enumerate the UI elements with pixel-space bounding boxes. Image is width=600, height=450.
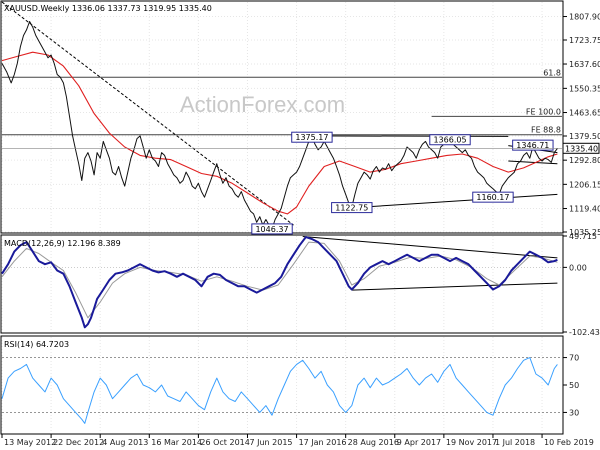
x-tick-label: 16 Mar 2014 [151,438,202,447]
macd-trend-line [302,235,558,259]
x-tick-label: 7 Jun 2015 [249,438,292,447]
price-label: 1046.37 [255,225,288,234]
macd-panel-frame [0,234,564,334]
price-trend-line [1,1,294,226]
macd-y-tick-label: 0.00 [569,263,587,272]
level-label: 61.8 [543,68,561,77]
price-panel-title: XAUUSD.Weekly 1336.06 1337.73 1319.95 13… [4,4,212,13]
price-y-tick-label: 1550.35 [569,84,600,93]
rsi-line [1,357,558,424]
price-trend-line [508,160,558,165]
last-price-label: 1335.40 [565,144,598,153]
x-tick-label: 17 Jan 2016 [299,438,347,447]
price-plot: 1375.17 1366.05 1346.71 1122.75 1160.17 1046.… [1,1,600,235]
price-y-tick-label: 1119.40 [569,205,600,214]
rsi-y-tick-label: 30 [569,408,579,417]
last-price-box [562,142,600,154]
macd-panel-title: MACD(12,26,9) 12.196 8.389 [4,239,121,248]
x-tick-label: 1 Jul 2018 [495,438,535,447]
price-y-tick-label: 1379.50 [569,132,600,141]
x-tick-label: 22 Dec 2012 [53,438,104,447]
macd-trend-line [351,282,558,291]
x-tick-label: 9 Apr 2017 [397,438,441,447]
macd-plot [1,235,562,329]
sma-series-line [1,51,558,215]
x-tick-label: 26 Oct 2014 [200,438,249,447]
price-y-tick-label: 1035.25 [569,228,600,237]
rsi-y-tick-label: 70 [569,354,579,363]
level-label: FE 88.8 [531,126,561,135]
macd-y-tick-label: -102.436 [569,328,600,337]
x-tick-label: 19 Nov 2017 [446,438,497,447]
rsi-plot [1,357,562,424]
price-label-box [512,139,554,151]
rsi-panel-title: RSI(14) 64.7203 [4,340,69,349]
x-tick-label: 28 Aug 2016 [348,438,399,447]
macd-line [1,236,558,329]
price-label: 1366.05 [433,136,466,145]
x-tick-label: 4 Aug 2013 [102,438,148,447]
level-label: FE 100.0 [526,107,561,116]
x-tick-label: 10 Feb 2019 [544,438,594,447]
price-label-box [331,202,373,214]
macd-y-tick-label: 49.715 [569,232,597,241]
price-label: 1375.17 [295,133,328,142]
price-y-tick-label: 1206.15 [569,180,600,189]
rsi-y-tick-label: 50 [569,381,579,390]
price-label-box [291,131,333,143]
price-y-tick-label: 1637.60 [569,60,600,69]
price-label: 1346.71 [516,141,549,150]
price-y-tick-label: 1292.80 [569,156,600,165]
price-trend-line [351,193,558,209]
price-series-line [1,21,558,230]
watermark: ActionForex.com [180,92,345,117]
price-label: 1160.17 [476,193,509,202]
price-trend-line [308,135,509,137]
price-label: 1122.75 [335,204,368,213]
macd-signal-line [1,241,558,319]
price-label-box [251,223,293,235]
price-label-box [429,134,471,146]
price-y-tick-label: 1807.90 [569,13,600,22]
price-label-box [472,191,514,203]
x-tick-label: 13 May 2012 [4,438,56,447]
price-y-tick-label: 1723.75 [569,36,600,45]
grid [1,2,562,433]
price-y-tick-label: 1463.65 [569,109,600,118]
